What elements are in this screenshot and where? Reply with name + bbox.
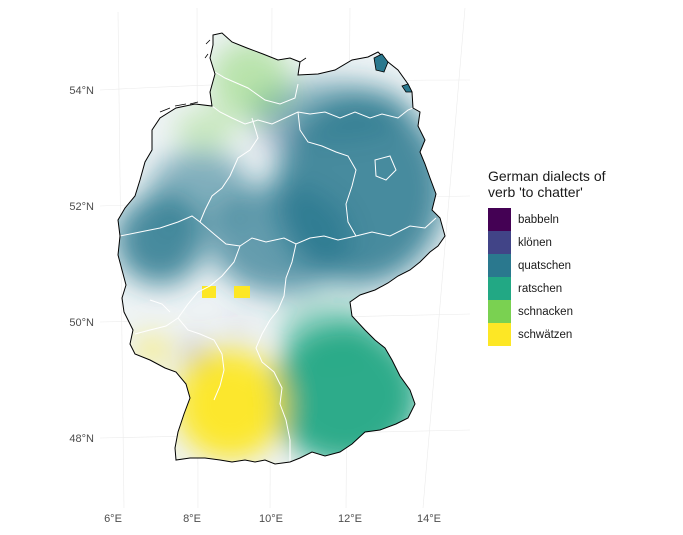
legend-item-ratschen: ratschen <box>488 277 648 300</box>
legend: German dialects of verb 'to chatter' bab… <box>488 168 648 346</box>
state-borders <box>119 71 437 462</box>
latitude-tick-labels: 54°N 52°N 50°N 48°N <box>69 85 94 445</box>
legend-label: babbeln <box>518 213 559 226</box>
legend-item-schnacken: schnacken <box>488 300 648 323</box>
latitude-tick-label: 52°N <box>69 201 94 213</box>
schwaetzen-patch <box>234 286 250 298</box>
latitude-tick-label: 50°N <box>69 317 94 329</box>
legend-label: schwätzen <box>518 328 573 341</box>
legend-item-klönen: klönen <box>488 231 648 254</box>
schwaetzen-patch <box>202 286 216 298</box>
ruegen-island <box>373 53 389 73</box>
legend-title-line-2: verb 'to chatter' <box>488 184 583 200</box>
legend-title: German dialects of verb 'to chatter' <box>488 168 648 200</box>
legend-swatch <box>488 254 511 277</box>
longitude-tick-label: 10°E <box>259 513 283 525</box>
legend-swatch <box>488 300 511 323</box>
graticule-line-14e <box>422 7 466 509</box>
latitude-tick-label: 54°N <box>69 85 94 97</box>
legend-item-quatschen: quatschen <box>488 254 648 277</box>
longitude-tick-label: 8°E <box>183 513 201 525</box>
legend-item-schwätzen: schwätzen <box>488 323 648 346</box>
longitude-tick-label: 14°E <box>417 513 441 525</box>
legend-title-line-1: German dialects of <box>488 168 606 184</box>
legend-label: schnacken <box>518 305 573 318</box>
legend-label: klönen <box>518 236 552 249</box>
legend-label: quatschen <box>518 259 572 272</box>
longitude-tick-labels: 6°E 8°E 10°E 12°E 14°E <box>104 513 441 525</box>
longitude-tick-label: 12°E <box>338 513 362 525</box>
frisian-islands <box>159 39 307 113</box>
legend-swatch <box>488 277 511 300</box>
legend-label: ratschen <box>518 282 563 295</box>
legend-swatch <box>488 208 511 231</box>
latitude-tick-label: 48°N <box>69 433 94 445</box>
islands <box>373 53 413 93</box>
legend-swatch <box>488 231 511 254</box>
legend-item-babbeln: babbeln <box>488 208 648 231</box>
usedom-island <box>401 83 413 93</box>
longitude-tick-label: 6°E <box>104 513 122 525</box>
legend-swatch <box>488 323 511 346</box>
legend-items: babbeln klönen quatschen ratschen schnacken s… <box>488 208 648 346</box>
dialect-surface <box>118 33 445 464</box>
